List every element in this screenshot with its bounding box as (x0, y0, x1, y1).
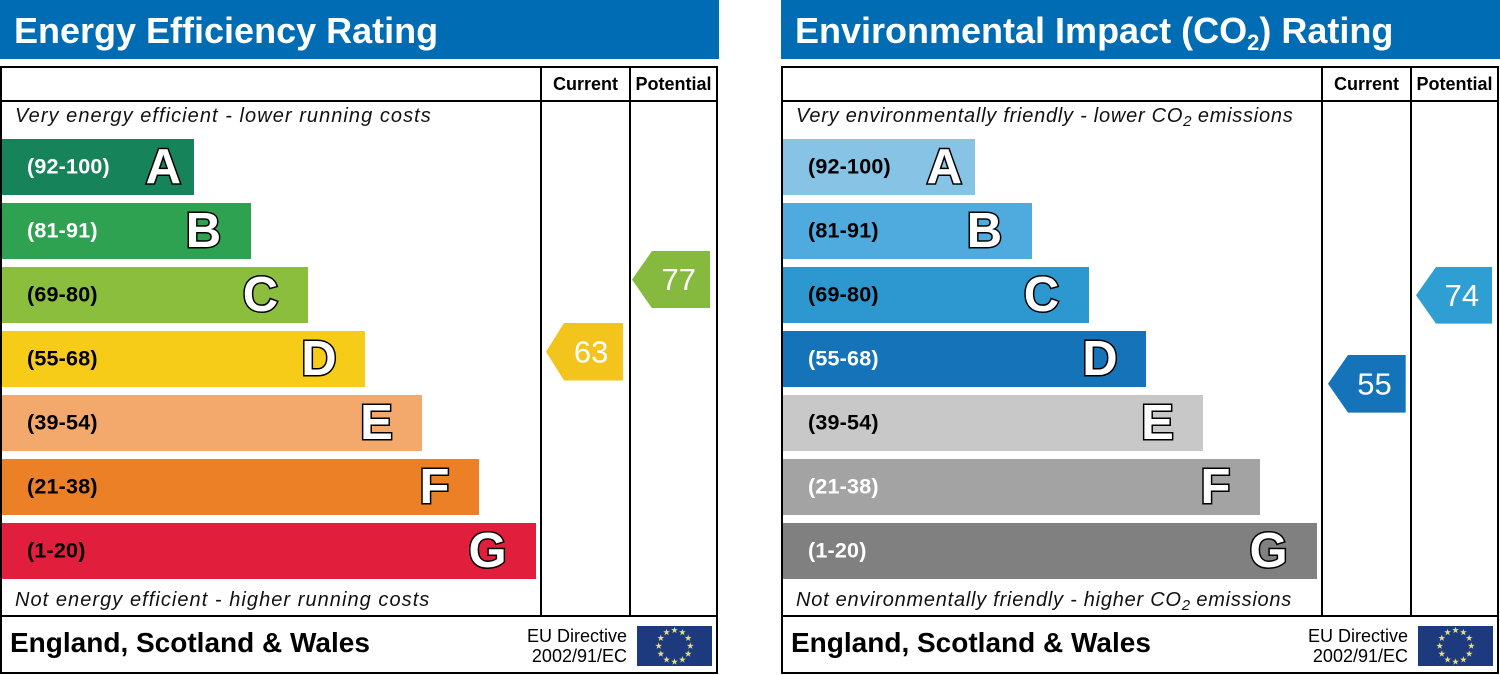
svg-text:63: 63 (574, 334, 608, 369)
svg-text:F: F (420, 460, 450, 514)
svg-text:B: B (186, 204, 221, 258)
svg-text:A: A (927, 140, 962, 194)
svg-text:74: 74 (1444, 278, 1478, 313)
svg-text:E: E (1141, 396, 1174, 450)
svg-text:E: E (360, 396, 393, 450)
svg-text:D: D (1082, 332, 1117, 386)
svg-text:D: D (301, 332, 336, 386)
svg-text:G: G (468, 524, 506, 578)
svg-text:A: A (146, 140, 181, 194)
svg-text:F: F (1201, 460, 1231, 514)
svg-text:B: B (967, 204, 1002, 258)
svg-text:C: C (243, 268, 278, 322)
svg-text:77: 77 (662, 262, 696, 297)
svg-text:G: G (1249, 524, 1287, 578)
svg-text:C: C (1024, 268, 1059, 322)
svg-text:55: 55 (1357, 367, 1391, 402)
